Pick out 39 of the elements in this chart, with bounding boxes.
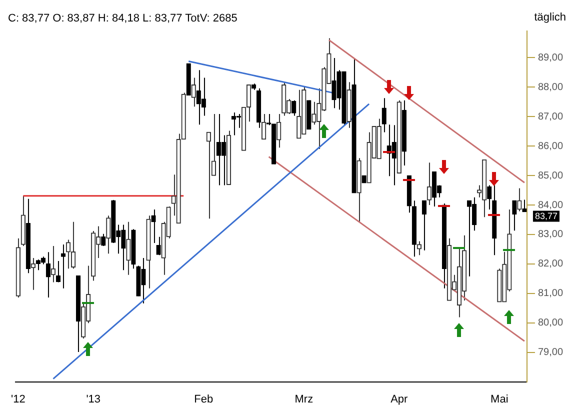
x-tick-label: Mai — [490, 393, 508, 406]
candlestick — [487, 184, 492, 210]
candlestick — [126, 221, 131, 276]
y-tick-label: 80,00 — [538, 318, 564, 329]
y-tick-label: 83,00 — [538, 229, 564, 240]
candlestick — [56, 260, 61, 283]
y-tick-label: 81,00 — [538, 288, 564, 300]
chart-title: C: 83,77 O: 83,87 H: 84,18 L: 83,77 TotV: 2685 — [8, 12, 238, 25]
x-tick-label: Apr — [390, 393, 408, 406]
candlestick — [46, 252, 51, 298]
candlestick — [416, 240, 422, 256]
candlestick — [422, 200, 427, 251]
x-tick-label: '12 — [10, 393, 26, 406]
candlestick — [382, 98, 386, 133]
candlestick — [292, 100, 296, 116]
candlestick — [512, 200, 517, 232]
candlestick — [426, 162, 432, 206]
text: 83,77 — [534, 210, 558, 221]
y-tick-label: 85,00 — [538, 170, 564, 182]
candlestick — [517, 188, 522, 212]
candlestick — [191, 77, 196, 108]
y-tick-label: 87,00 — [538, 111, 564, 122]
candlestick — [101, 233, 106, 246]
candlestick — [261, 113, 266, 140]
candlestick — [151, 208, 156, 244]
candlestick — [106, 215, 111, 254]
candlestick — [156, 236, 161, 256]
x-tick-label: '13 — [86, 393, 101, 406]
y-tick-label: 84,00 — [538, 200, 564, 211]
text: täglich — [534, 12, 566, 24]
candlestick — [276, 113, 282, 148]
x-tick-label: Feb — [194, 393, 214, 406]
y-tick-label: 79,00 — [538, 347, 564, 358]
y-tick-label: 88,00 — [538, 82, 564, 93]
y-tick-label: 82,00 — [538, 258, 564, 270]
y-tick-label: 86,00 — [538, 140, 564, 152]
candlestick — [522, 199, 527, 212]
y-tick-label: 89,00 — [538, 52, 564, 64]
x-tick-label: Mrz — [294, 393, 314, 406]
